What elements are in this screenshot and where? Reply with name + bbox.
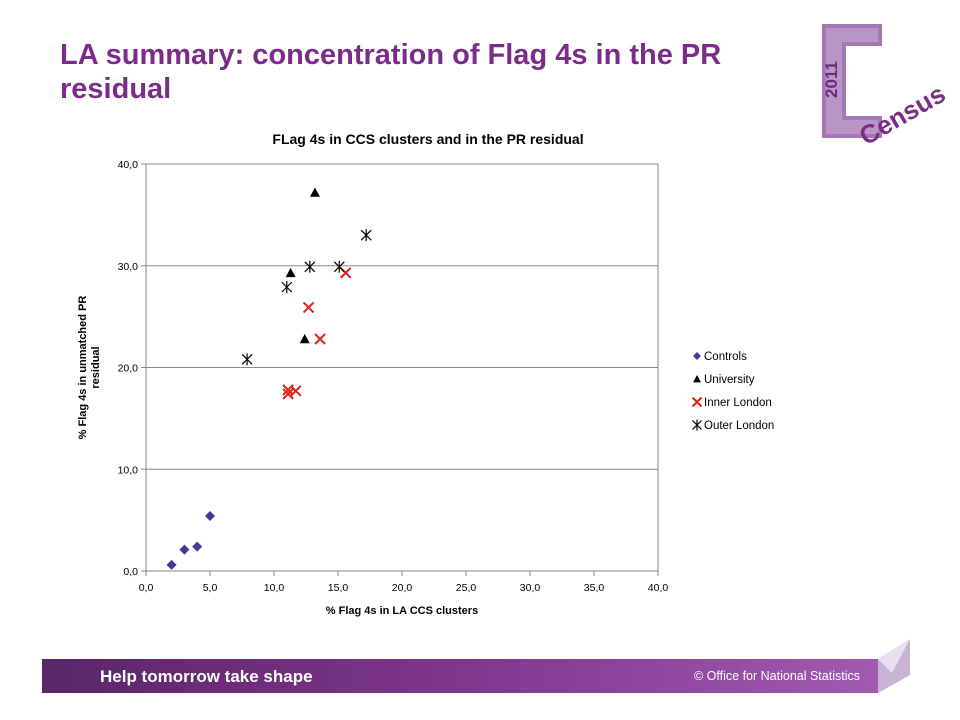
y-tick-label: 0,0	[123, 566, 138, 578]
scatter-chart: FLag 4s in CCS clusters and in the PR re…	[77, 131, 774, 617]
x-tick-label: 25,0	[456, 582, 477, 594]
x-tick-label: 35,0	[584, 582, 605, 594]
x-tick-label: 5,0	[203, 582, 218, 594]
data-point-inner-london	[314, 333, 326, 345]
legend-label: University	[704, 374, 755, 386]
legend-marker-outer-london	[692, 419, 702, 431]
footer-copyright: © Office for National Statistics	[694, 669, 860, 683]
grid-lines	[146, 163, 658, 572]
data-point-inner-london	[282, 388, 294, 400]
logo-year: 2011	[822, 61, 841, 98]
x-axis-ticks: 0,0 5,0 10,0 15,0 20,0 25,0 30,0 35,0 40,0	[139, 571, 669, 594]
data-point-outer-london	[304, 260, 316, 273]
data-point-outer-london	[360, 229, 372, 242]
footer-tagline: Help tomorrow take shape	[100, 667, 313, 686]
x-tick-label: 30,0	[520, 582, 541, 594]
data-point-university	[309, 187, 320, 197]
footer-banner: Help tomorrow take shape © Office for Na…	[42, 639, 910, 693]
x-tick-label: 15,0	[328, 582, 349, 594]
data-point-outer-london	[333, 260, 345, 273]
x-tick-label: 0,0	[139, 582, 154, 594]
data-point-university	[285, 267, 296, 278]
data-point-controls	[192, 541, 203, 552]
y-axis-label-line: % Flag 4s in unmatched PR	[77, 296, 89, 440]
data-point-university	[299, 334, 310, 344]
data-points	[166, 187, 372, 570]
y-tick-label: 40,0	[118, 159, 139, 171]
legend-marker-university	[693, 375, 701, 383]
slide-title: LA summary: concentration of Flag 4s in …	[60, 39, 722, 105]
y-tick-label: 20,0	[118, 363, 139, 375]
data-point-inner-london	[302, 301, 315, 314]
legend: Controls University Inner London Outer Lond…	[691, 351, 774, 432]
data-point-inner-london	[290, 385, 302, 397]
legend-marker-controls	[693, 352, 701, 360]
chart-title: FLag 4s in CCS clusters and in the PR re…	[272, 131, 583, 147]
x-tick-label: 20,0	[392, 582, 413, 594]
x-tick-label: 40,0	[648, 582, 669, 594]
legend-label: Outer London	[704, 420, 774, 432]
legend-marker-inner-london	[691, 396, 703, 408]
x-tick-label: 10,0	[264, 582, 285, 594]
census-2011-logo: 2011 Census	[822, 24, 948, 148]
data-point-controls	[179, 544, 190, 555]
legend-label: Inner London	[704, 397, 772, 409]
y-axis-ticks: 0,0 10,0 20,0 30,0 40,0	[118, 159, 146, 578]
y-tick-label: 30,0	[118, 261, 139, 273]
legend-label: Controls	[704, 351, 747, 363]
y-axis-label-line: residual	[90, 346, 102, 388]
y-tick-label: 10,0	[118, 464, 139, 476]
data-point-controls	[205, 511, 215, 522]
x-axis-label: % Flag 4s in LA CCS clusters	[326, 605, 478, 617]
data-point-outer-london	[281, 281, 293, 294]
data-point-controls	[166, 559, 177, 570]
footer-bar	[42, 659, 878, 693]
page-fold-icon	[878, 639, 910, 693]
data-point-outer-london	[241, 353, 253, 366]
y-axis-label: % Flag 4s in unmatched PRresidual	[77, 296, 102, 440]
